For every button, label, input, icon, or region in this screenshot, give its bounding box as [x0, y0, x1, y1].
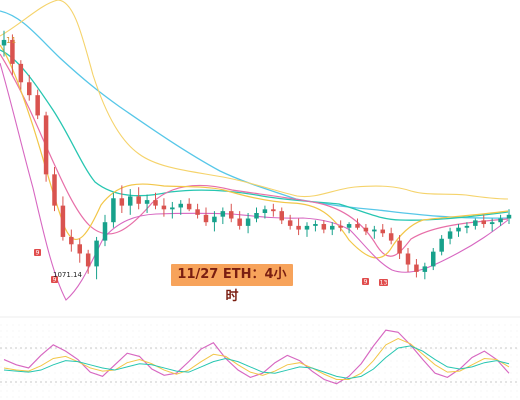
candle-body	[481, 220, 486, 225]
marker-9-a-label: 9	[36, 250, 40, 257]
candle-body	[506, 214, 512, 219]
candle-body	[128, 196, 133, 206]
candle-body	[304, 225, 310, 230]
candle-body	[119, 198, 125, 206]
candle-body	[212, 216, 217, 223]
candle-body	[94, 240, 99, 267]
candle-body	[52, 174, 57, 206]
candle-body	[279, 211, 284, 221]
candle-body	[397, 240, 402, 254]
candle-body	[245, 218, 251, 226]
candle-body	[153, 200, 158, 206]
candle-body	[338, 225, 343, 228]
candle-body	[313, 224, 318, 226]
band-lower-line	[0, 62, 509, 301]
candle-body	[136, 196, 141, 204]
candle-body	[102, 222, 108, 241]
candle-body	[161, 205, 167, 210]
low-price-label: 1071.14	[53, 271, 82, 279]
candle-body	[414, 264, 419, 272]
candle-body	[254, 212, 259, 219]
marker-9-b: 9	[51, 276, 58, 284]
candle-body	[380, 229, 385, 234]
candle-body	[439, 238, 444, 252]
candle-body	[85, 253, 91, 267]
candle-body	[237, 218, 242, 226]
candle-body	[346, 224, 352, 228]
oscillator-background	[0, 322, 520, 400]
candle-body	[43, 115, 49, 175]
candle-body	[195, 209, 200, 215]
oscillator-line-3	[3, 345, 510, 379]
candle-body	[388, 233, 394, 241]
candle-body	[287, 220, 293, 226]
candle-body	[10, 39, 15, 64]
candle-body	[422, 266, 428, 272]
candle-body	[178, 203, 183, 208]
ma-blue-line	[0, 10, 509, 219]
candle-body	[456, 227, 461, 232]
candle-body	[321, 224, 327, 230]
candle-body	[27, 82, 32, 96]
candle-body	[431, 251, 436, 267]
candle-body	[473, 220, 478, 226]
candle-body	[447, 231, 453, 239]
candle-body	[405, 253, 411, 265]
ma-mid-line	[0, 53, 509, 257]
candle-body	[69, 236, 74, 245]
main-chart-area: 11 9 9 9 13	[0, 0, 520, 318]
candle-body	[330, 225, 335, 230]
candle-body	[1, 39, 7, 46]
candle-body	[186, 203, 192, 210]
candle-body	[489, 222, 495, 225]
candle-body	[35, 95, 40, 116]
marker-13: 13	[379, 279, 388, 287]
oscillator-area	[0, 322, 520, 400]
oscillator-line-1	[3, 329, 510, 385]
candle-body	[111, 198, 116, 223]
band-upper-line	[0, 0, 509, 200]
candle-body	[77, 244, 82, 254]
ma-fast-line	[0, 44, 509, 259]
candle-body	[18, 63, 24, 83]
candle-body	[229, 211, 234, 219]
chart-title-box: 11/27 ETH：4小时	[171, 264, 293, 304]
candle-body	[464, 225, 470, 228]
marker-group: 9 9 9 13	[34, 249, 388, 287]
top-left-marker: 11	[6, 36, 16, 45]
candle-body	[170, 207, 175, 210]
marker-9-c: 9	[362, 278, 369, 286]
chart-title: 11/27 ETH：4小时	[177, 267, 287, 304]
marker-9-a: 9	[34, 249, 41, 257]
ma-slow-line	[0, 49, 509, 221]
candle-body	[271, 209, 276, 212]
oscillator-lines-group	[3, 329, 510, 385]
candle-body	[296, 225, 301, 230]
candle-body	[355, 224, 360, 228]
candle-body	[144, 200, 150, 204]
candle-body	[60, 205, 66, 237]
candle-body	[203, 214, 209, 223]
marker-9-b-label: 9	[53, 277, 57, 284]
candle-body	[498, 218, 503, 223]
oscillator-line-2	[3, 337, 510, 380]
candle-body	[220, 211, 226, 217]
candle-body	[372, 229, 377, 232]
marker-13-label: 13	[380, 280, 388, 287]
marker-9-c-label: 9	[364, 279, 368, 286]
candles-group	[1, 30, 512, 280]
candle-body	[262, 209, 268, 213]
candle-body	[363, 227, 369, 232]
